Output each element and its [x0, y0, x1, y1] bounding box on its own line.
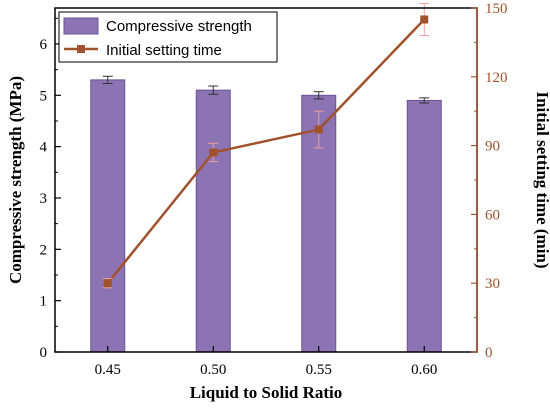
bar-0.60	[406, 99, 442, 353]
left-tick-label-5: 5	[40, 88, 48, 104]
left-tick-label-0: 0	[40, 345, 48, 361]
legend-marker-initial-setting-time	[77, 45, 85, 53]
x-tick-label-0.55: 0.55	[306, 362, 332, 378]
setting-time-point-0.55	[314, 125, 323, 134]
x-axis-title: Liquid to Solid Ratio	[190, 383, 343, 402]
bar-0.45	[90, 79, 126, 353]
bar-error-bars	[102, 75, 430, 104]
right-tick-label-30: 30	[485, 276, 500, 292]
legend-swatch-compressive-strength	[63, 17, 99, 35]
left-axis: 0 1 2 3 4 5 6	[40, 17, 61, 361]
left-tick-label-3: 3	[40, 191, 48, 207]
bar-series	[90, 79, 442, 353]
y-axis-title: Compressive strength (MPa)	[6, 76, 25, 284]
bar-0.50	[195, 89, 231, 353]
setting-time-series	[102, 2, 430, 289]
right-axis: 0 30 60 90 120 150	[471, 1, 508, 361]
setting-time-line	[106, 18, 426, 284]
setting-time-point-0.60	[420, 15, 429, 24]
right-tick-label-90: 90	[485, 139, 500, 155]
right-tick-label-60: 60	[485, 207, 500, 223]
right-tick-label-120: 120	[485, 70, 508, 86]
right-tick-label-150: 150	[485, 1, 508, 17]
right-tick-label-0: 0	[485, 345, 493, 361]
x-tick-label-0.60: 0.60	[411, 362, 437, 378]
setting-time-point-0.45	[103, 279, 112, 288]
legend: Compressive strength Initial setting tim…	[58, 11, 278, 63]
x-tick-label-0.45: 0.45	[95, 362, 121, 378]
left-tick-label-4: 4	[40, 140, 48, 156]
y-axis-right-title: Initial setting time (min)	[533, 91, 550, 268]
left-tick-label-2: 2	[40, 242, 48, 258]
left-tick-label-1: 1	[40, 294, 48, 310]
x-axis: 0.45 0.50 0.55 0.60	[95, 346, 437, 378]
legend-label-compressive-strength: Compressive strength	[106, 18, 252, 35]
setting-time-point-0.50	[209, 148, 218, 157]
x-tick-label-0.50: 0.50	[200, 362, 226, 378]
left-tick-label-6: 6	[40, 37, 48, 53]
legend-label-initial-setting-time: Initial setting time	[106, 42, 222, 59]
